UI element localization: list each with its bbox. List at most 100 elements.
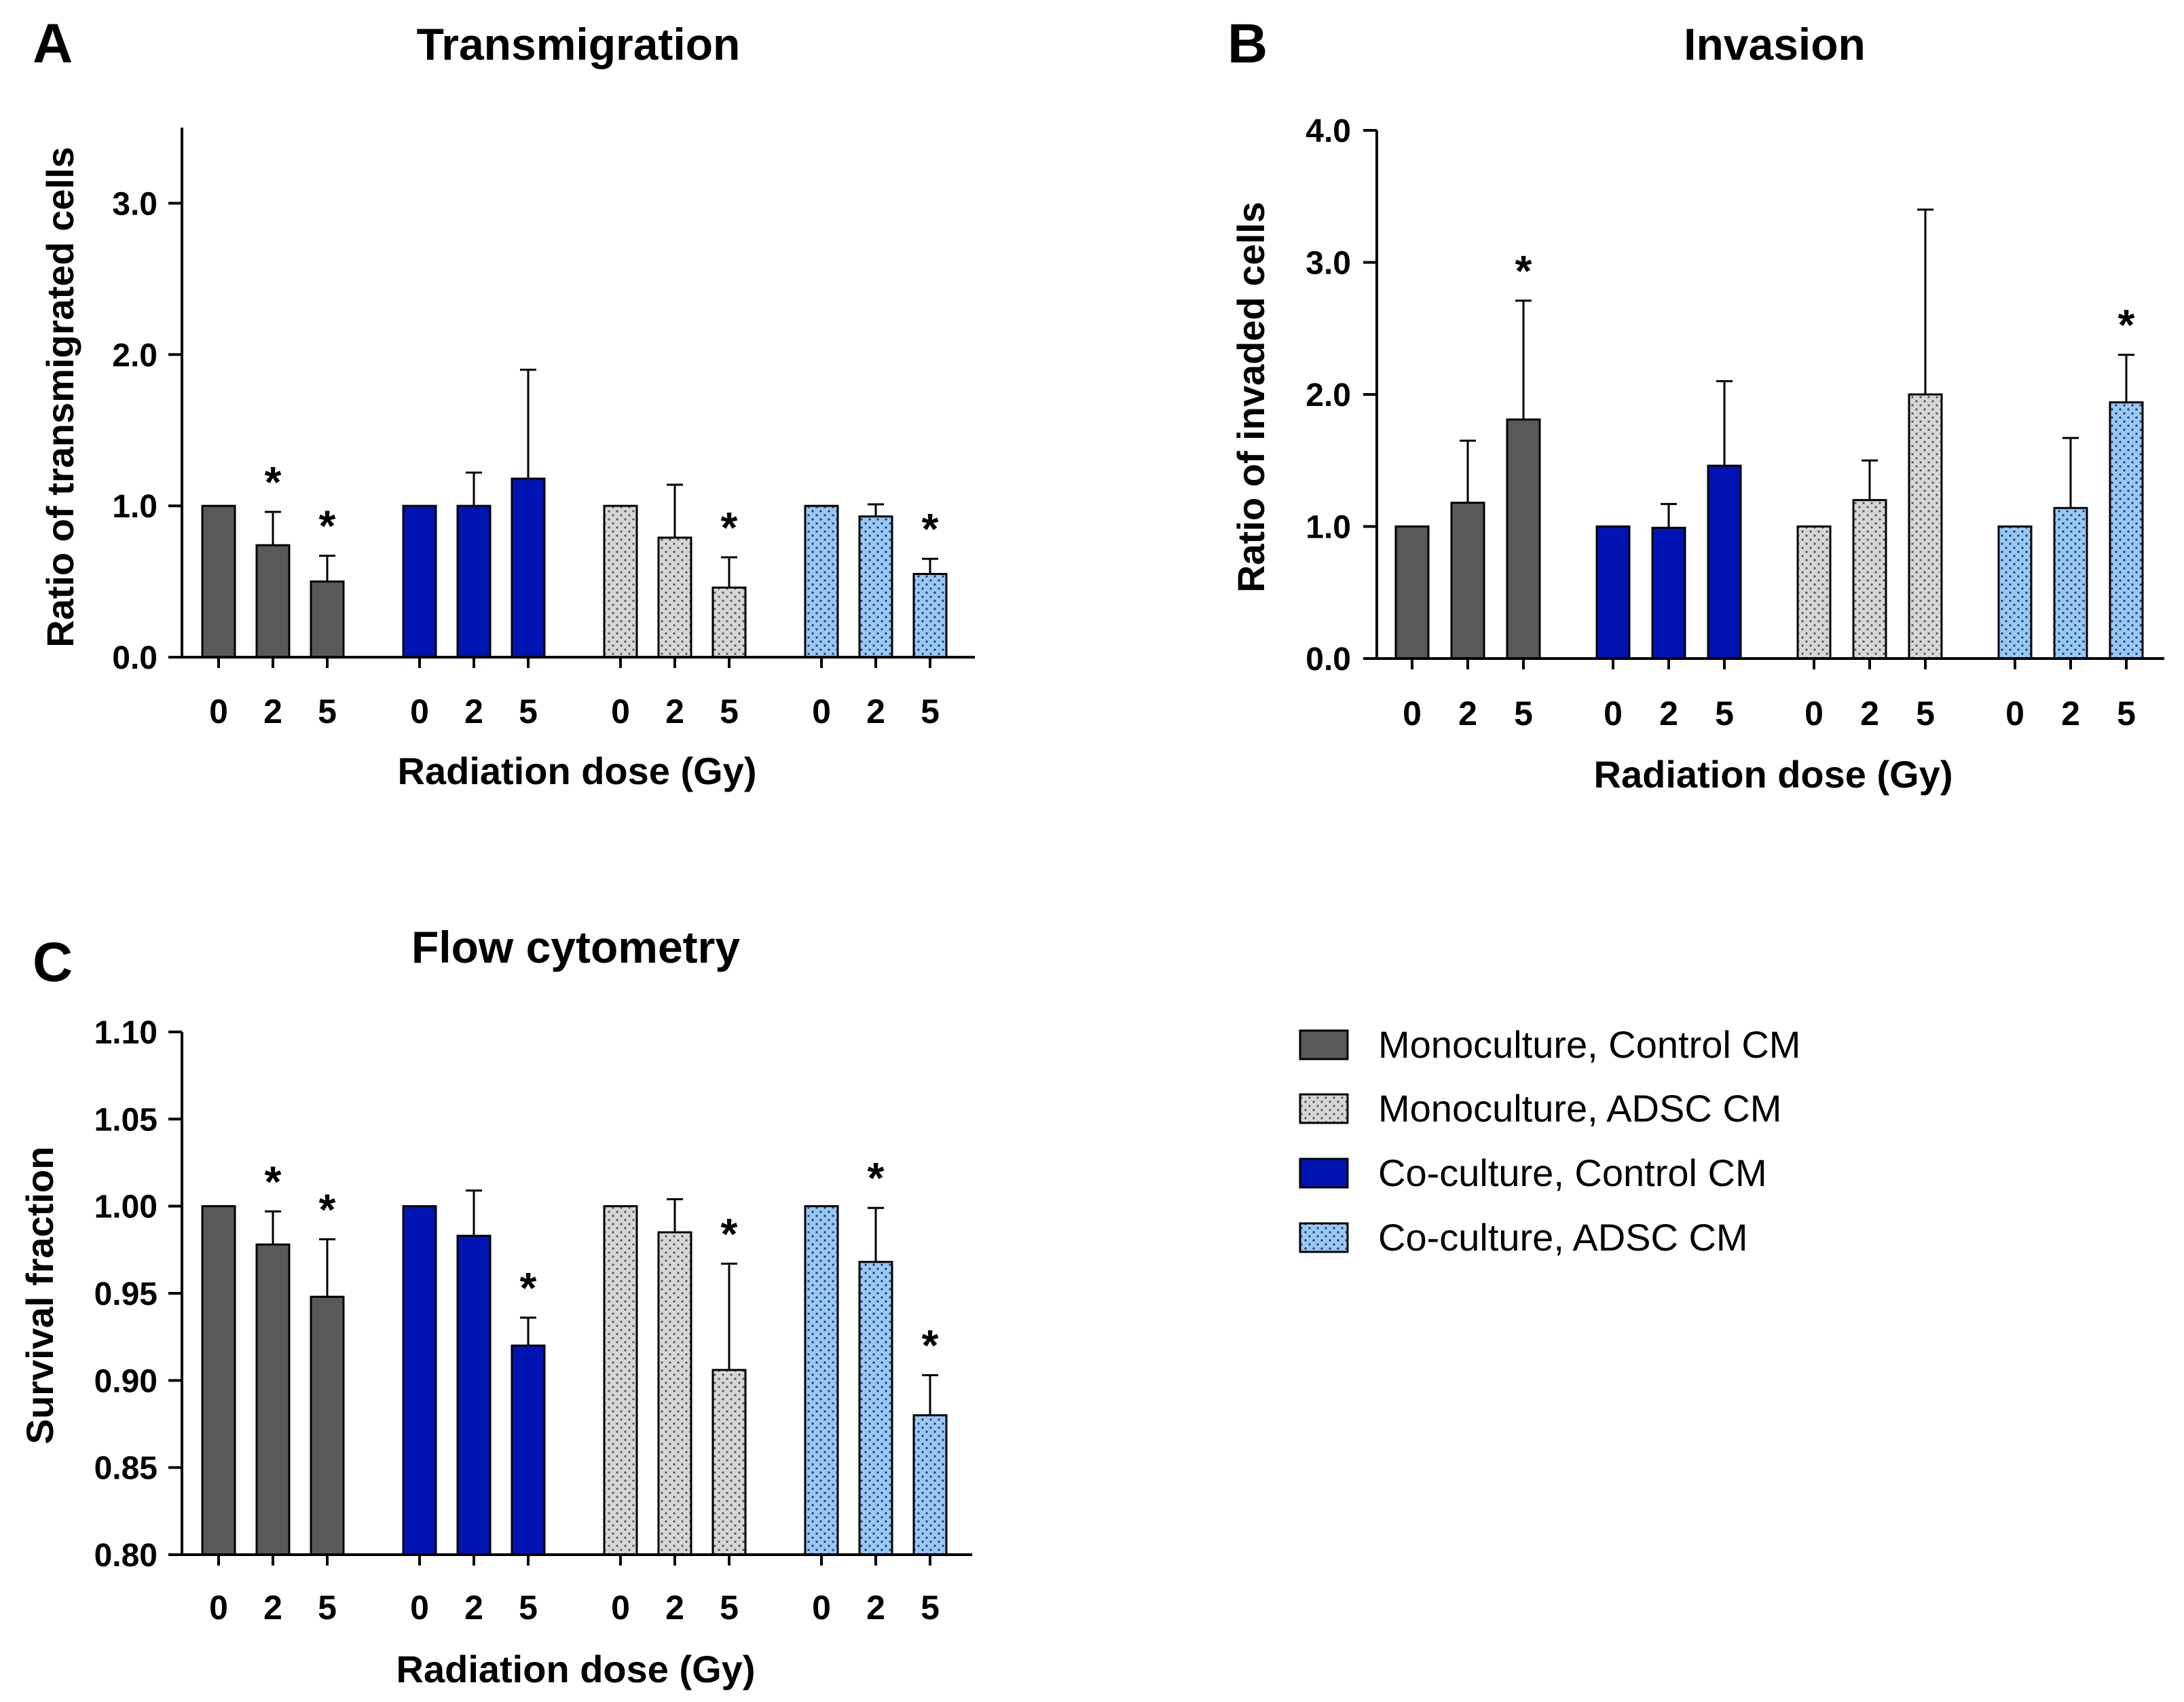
bar-mono-control-0gy — [201, 1205, 236, 1556]
bar-mono-control-0gy — [1394, 525, 1430, 660]
x-tick-label: 0 — [410, 1589, 429, 1627]
panel-a-ylabel: Ratio of transmigrated cells — [39, 147, 81, 648]
x-tick-label: 2 — [263, 692, 282, 730]
x-tick-label: 0 — [1604, 695, 1623, 733]
y-tick-label: 0.0 — [112, 640, 158, 676]
x-tick-label: 5 — [519, 692, 538, 730]
significance-star: * — [922, 504, 939, 553]
x-tick-label: 2 — [464, 1589, 483, 1627]
y-tick-label: 2.0 — [1306, 377, 1351, 413]
bar-mono-control-5gy — [310, 580, 345, 659]
panel-b-xlabel: Radiation dose (Gy) — [1594, 753, 1953, 796]
x-tick-label: 0 — [611, 692, 630, 730]
y-tick-label: 1.10 — [94, 1015, 158, 1051]
y-tick-label: 1.05 — [94, 1102, 158, 1138]
x-tick-label: 0 — [812, 1589, 831, 1627]
x-tick-label: 2 — [665, 692, 684, 730]
x-tick-label: 5 — [921, 692, 940, 730]
legend: Monoculture, Control CM Monoculture, ADS… — [1299, 1023, 1800, 1259]
y-tick-label: 0.0 — [1306, 642, 1351, 678]
panel-c-title: Flow cytometry — [411, 922, 740, 972]
legend-swatch-mono-adsc — [1299, 1093, 1349, 1124]
panel-c-plot: 0*2*5 0 2*5 0 2*5 0*2*50.800.850.900.951.001.… — [94, 1015, 972, 1627]
significance-star: * — [319, 502, 336, 551]
legend-item: Co-culture, ADSC CM — [1299, 1216, 1748, 1259]
bar-mono-adsc-5gy — [1908, 393, 1943, 660]
panel-c-xlabel: Radiation dose (Gy) — [396, 1648, 756, 1690]
y-tick-label: 0.95 — [94, 1276, 158, 1312]
x-tick-label: 0 — [209, 692, 228, 730]
bar-mono-control-0gy — [201, 504, 236, 659]
significance-star: * — [922, 1321, 939, 1370]
x-tick-label: 5 — [720, 692, 739, 730]
legend-item: Monoculture, ADSC CM — [1299, 1087, 1781, 1130]
bar-mono-control-2gy — [255, 544, 291, 659]
legend-swatch-mono-control — [1299, 1029, 1349, 1060]
panel-a-title: Transmigration — [417, 19, 741, 69]
bar-mono-adsc-2gy — [657, 536, 692, 659]
panel-c: C Flow cytometry Survival fraction Radia… — [18, 922, 972, 1690]
legend-swatch-co-adsc — [1299, 1222, 1349, 1253]
panel-b-ylabel: Ratio of invaded cells — [1229, 202, 1272, 593]
significance-star: * — [319, 1185, 336, 1234]
x-tick-label: 0 — [2005, 695, 2024, 733]
bar-mono-control-2gy — [255, 1243, 291, 1556]
bar-co-adsc-2gy — [2053, 506, 2088, 660]
x-tick-label: 0 — [611, 1589, 630, 1627]
bar-mono-adsc-2gy — [657, 1231, 692, 1556]
x-tick-label: 5 — [519, 1589, 538, 1627]
x-tick-label: 0 — [410, 692, 429, 730]
bar-co-control-2gy — [456, 504, 492, 659]
panel-a: A Transmigration Ratio of transmigrated … — [33, 13, 975, 792]
bar-co-control-2gy — [456, 1234, 492, 1556]
legend-label: Monoculture, Control CM — [1378, 1023, 1800, 1066]
x-tick-label: 2 — [1860, 695, 1879, 733]
x-tick-label: 2 — [1659, 695, 1678, 733]
bar-mono-control-5gy — [310, 1295, 345, 1556]
legend-swatch-co-control — [1299, 1158, 1349, 1189]
significance-star: * — [721, 1209, 738, 1258]
x-tick-label: 5 — [720, 1589, 739, 1627]
y-tick-label: 3.0 — [112, 186, 158, 222]
significance-star: * — [1515, 246, 1532, 295]
legend-label: Co-culture, Control CM — [1378, 1151, 1767, 1194]
significance-star: * — [265, 1157, 282, 1206]
x-tick-label: 5 — [1514, 695, 1533, 733]
x-tick-label: 5 — [1916, 695, 1935, 733]
x-tick-label: 2 — [2061, 695, 2080, 733]
legend-item: Co-culture, Control CM — [1299, 1151, 1767, 1194]
bar-mono-adsc-2gy — [1852, 499, 1887, 660]
bar-co-control-5gy — [1707, 464, 1742, 660]
bar-mono-adsc-5gy — [711, 1369, 747, 1556]
legend-item: Monoculture, Control CM — [1299, 1023, 1800, 1066]
bar-mono-adsc-0gy — [603, 504, 638, 659]
bar-co-control-5gy — [511, 1344, 546, 1556]
x-tick-label: 5 — [318, 1589, 337, 1627]
y-tick-label: 3.0 — [1306, 246, 1351, 282]
bar-mono-control-2gy — [1450, 501, 1485, 660]
significance-star: * — [721, 503, 738, 552]
x-tick-label: 2 — [263, 1589, 282, 1627]
x-tick-label: 0 — [1804, 695, 1824, 733]
x-tick-label: 2 — [866, 692, 885, 730]
panel-b-plot: 0 2*5 0 2 5 0 2 5 0 2*50.01.02.03.04.0 — [1306, 113, 2164, 733]
bar-co-adsc-0gy — [804, 504, 839, 659]
panel-c-letter: C — [33, 931, 73, 993]
panel-b: B Invasion Ratio of invaded cells Radiat… — [1227, 13, 2164, 796]
panel-b-letter: B — [1227, 13, 1267, 75]
bar-co-control-0gy — [402, 1205, 437, 1556]
bar-mono-adsc-0gy — [1796, 525, 1832, 660]
bar-co-control-0gy — [1595, 525, 1631, 660]
y-tick-label: 1.00 — [94, 1189, 158, 1225]
y-tick-label: 0.90 — [94, 1363, 158, 1399]
bar-co-adsc-2gy — [858, 515, 893, 659]
x-tick-label: 5 — [1715, 695, 1734, 733]
x-tick-label: 2 — [866, 1589, 885, 1627]
y-tick-label: 4.0 — [1306, 113, 1351, 149]
y-tick-label: 2.0 — [112, 337, 158, 373]
x-tick-label: 5 — [921, 1589, 940, 1627]
x-tick-label: 0 — [209, 1589, 228, 1627]
panel-b-title: Invasion — [1684, 19, 1866, 69]
bar-co-adsc-5gy — [912, 1414, 948, 1556]
